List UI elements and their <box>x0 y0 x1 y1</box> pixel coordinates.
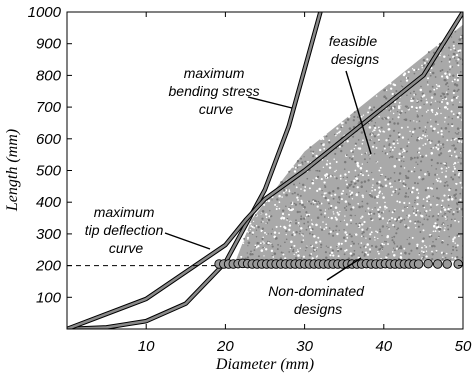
y-tick-label: 100 <box>36 289 62 306</box>
y-tick-label: 400 <box>36 194 62 211</box>
y-tick-label: 500 <box>36 163 62 180</box>
non-dominated-point <box>423 258 433 269</box>
y-tick-label: 600 <box>36 131 62 148</box>
annotation-feasible: feasible designs <box>329 33 381 67</box>
x-tick-label: 30 <box>296 338 313 355</box>
x-tick-label: 40 <box>375 338 392 355</box>
annotation-leader-line <box>247 96 293 109</box>
tip-deflection-curve <box>67 12 463 329</box>
annotation-non-dominated: Non-dominated designs <box>268 283 368 317</box>
non-dominated-point <box>432 259 443 269</box>
annotation-leaders <box>164 70 372 281</box>
annotation-bending-stress: maximum bending stress curve <box>169 65 264 117</box>
non-dominated-points <box>214 258 463 269</box>
y-tick-label: 800 <box>36 67 62 84</box>
y-tick-label: 300 <box>36 226 62 243</box>
bending-stress-curve-outline <box>67 12 323 329</box>
x-tick-label: 50 <box>455 338 472 355</box>
annotation-leader-line <box>326 257 362 281</box>
non-dominated-point <box>413 259 424 269</box>
y-tick-label: 1000 <box>28 4 62 21</box>
y-tick-label: 200 <box>35 258 62 275</box>
annotation-tip-deflection: maximum tip deflection curve <box>85 204 168 256</box>
non-dominated-point <box>453 259 463 269</box>
bending-stress-curve <box>67 12 322 329</box>
x-tick-label: 20 <box>216 338 234 355</box>
axis-ticks: 10 20 30 40 50 100 200 300 400 500 600 700 800 900 100… <box>28 4 472 355</box>
x-axis-title: Diameter (mm) <box>215 356 314 373</box>
annotation-leader-line <box>164 232 211 250</box>
y-tick-label: 900 <box>36 36 62 53</box>
annotation-leader-line <box>345 70 372 155</box>
x-tick-label: 10 <box>138 338 155 355</box>
y-axis-title: Length (mm) <box>4 129 21 212</box>
y-tick-label: 700 <box>36 99 62 116</box>
non-dominated-point <box>442 259 452 269</box>
